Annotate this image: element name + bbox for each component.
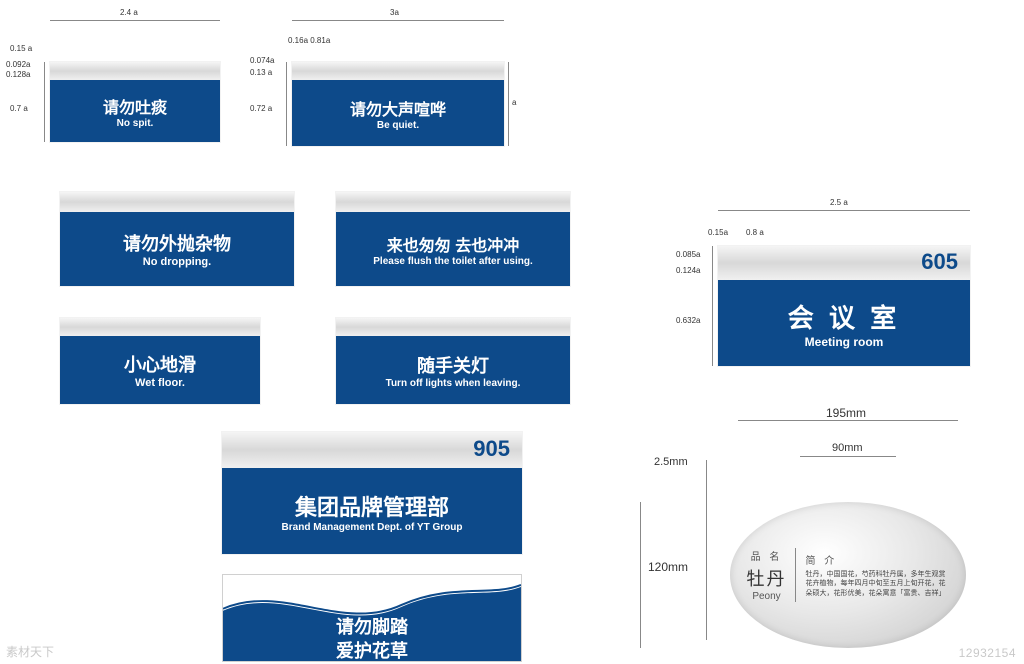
dim-line <box>712 246 713 366</box>
dim-label: 0.8 a <box>746 228 764 237</box>
oval-inner: 品 名 牡丹 Peony 简 介 牡丹，中国国花，芍药科牡丹属，多年生观赏花卉植… <box>747 548 950 602</box>
oval-plant-plate: 品 名 牡丹 Peony 简 介 牡丹，中国国花，芍药科牡丹属，多年生观赏花卉植… <box>730 502 966 648</box>
sign-silver-strip <box>336 192 570 212</box>
sign-cn-text: 小心地滑 <box>124 351 196 377</box>
sign-blue-body: 请勿外抛杂物 No dropping. <box>60 212 294 286</box>
sign-en-text: No spit. <box>117 118 154 129</box>
dim-label: a <box>512 98 516 107</box>
dim-label: 2.5mm <box>654 456 688 468</box>
wave-line2: 爱护花草 <box>223 637 521 662</box>
dim-label: 0.632a <box>676 316 700 325</box>
dim-line <box>44 62 45 142</box>
dim-label: 0.074a <box>250 56 274 65</box>
dim-label: 0.16a 0.81a <box>288 36 330 45</box>
dim-label: 0.13 a <box>250 68 272 77</box>
dim-line <box>706 460 707 640</box>
sign-cn-text: 来也匆匆 去也冲冲 <box>387 232 519 256</box>
dim-label: 0.15 a <box>10 44 32 53</box>
watermark-left: 素材天下 <box>6 643 54 660</box>
sign-blue-body: 随手关灯 Turn off lights when leaving. <box>336 336 570 404</box>
sign-silver-strip <box>60 192 294 212</box>
dim-label: 0.128a <box>6 70 30 79</box>
sign-blue-body: 请勿大声喧哗 Be quiet. <box>292 80 504 146</box>
sign-protect-plants: 请勿脚踏 爱护花草 <box>222 574 522 662</box>
sign-cn-text: 请勿大声喧哗 <box>350 96 446 120</box>
sign-blue-body: 集团品牌管理部 Brand Management Dept. of YT Gro… <box>222 468 522 554</box>
dim-line <box>292 20 504 21</box>
sign-en-text: Please flush the toilet after using. <box>373 256 532 267</box>
dim-label: 0.72 a <box>250 104 272 113</box>
sign-cn-text: 请勿外抛杂物 <box>123 230 231 256</box>
sign-silver-strip <box>336 318 570 336</box>
dim-label: 3a <box>390 8 399 17</box>
sign-cn-text: 随手关灯 <box>417 352 489 378</box>
sign-en-text: No dropping. <box>143 256 211 268</box>
dim-label: 0.085a <box>676 250 700 259</box>
sign-en-text: Be quiet. <box>377 120 419 131</box>
oval-label-top2: 简 介 <box>806 552 950 567</box>
dim-label: 0.7 a <box>10 104 28 113</box>
dim-label: 0.092a <box>6 60 30 69</box>
sign-blue-body: 会 议 室 Meeting room <box>718 280 970 366</box>
room-number: 605 <box>921 249 958 275</box>
sign-blue-body: 来也匆匆 去也冲冲 Please flush the toilet after … <box>336 212 570 286</box>
dim-label: 120mm <box>648 560 688 574</box>
dim-label: 0.15a <box>708 228 728 237</box>
dim-line <box>640 502 641 648</box>
dim-label: 195mm <box>826 406 866 420</box>
sign-en-text: Brand Management Dept. of YT Group <box>282 522 463 533</box>
sign-en-text: Meeting room <box>805 335 884 349</box>
sign-blue-body: 请勿吐痰 No spit. <box>50 80 220 142</box>
oval-name-en: Peony <box>747 591 787 602</box>
sign-blue-body: 小心地滑 Wet floor. <box>60 336 260 404</box>
sign-wet-floor: 小心地滑 Wet floor. <box>60 318 260 404</box>
dim-label: 90mm <box>832 442 863 454</box>
oval-label-top: 品 名 <box>747 548 787 563</box>
sign-silver-strip <box>60 318 260 336</box>
watermark-right: 12932154 <box>959 646 1016 660</box>
sign-brand-dept: 905 集团品牌管理部 Brand Management Dept. of YT… <box>222 432 522 554</box>
room-number: 905 <box>473 436 510 462</box>
sign-cn-text: 会 议 室 <box>788 298 900 335</box>
dim-label: 2.4 a <box>120 8 138 17</box>
sign-no-dropping: 请勿外抛杂物 No dropping. <box>60 192 294 286</box>
sign-meeting-room: 605 会 议 室 Meeting room <box>718 246 970 366</box>
sign-cn-text: 请勿吐痰 <box>103 94 167 118</box>
oval-name-cn: 牡丹 <box>747 565 787 591</box>
dim-label: 2.5 a <box>830 198 848 207</box>
oval-left-col: 品 名 牡丹 Peony <box>747 548 796 602</box>
oval-desc: 牡丹，中国国花，芍药科牡丹属，多年生观赏花卉植物，每年四月中旬至五月上旬开花，花… <box>806 570 950 598</box>
oval-right-col: 简 介 牡丹，中国国花，芍药科牡丹属，多年生观赏花卉植物，每年四月中旬至五月上旬… <box>806 552 950 598</box>
dim-line <box>738 420 958 421</box>
sign-turn-off-lights: 随手关灯 Turn off lights when leaving. <box>336 318 570 404</box>
dim-line <box>718 210 970 211</box>
dim-line <box>286 62 287 146</box>
sign-en-text: Wet floor. <box>135 377 185 389</box>
sign-silver-strip <box>50 62 220 80</box>
sign-no-spit: 请勿吐痰 No spit. <box>50 62 220 142</box>
dim-line <box>800 456 896 457</box>
sign-be-quiet: 请勿大声喧哗 Be quiet. <box>292 62 504 146</box>
sign-silver-strip: 905 <box>222 432 522 468</box>
sign-silver-strip <box>292 62 504 80</box>
sign-en-text: Turn off lights when leaving. <box>386 378 521 389</box>
wave-line1: 请勿脚踏 <box>223 613 521 639</box>
dim-line <box>508 62 509 146</box>
sign-silver-strip: 605 <box>718 246 970 280</box>
dim-label: 0.124a <box>676 266 700 275</box>
sign-flush-toilet: 来也匆匆 去也冲冲 Please flush the toilet after … <box>336 192 570 286</box>
dim-line <box>50 20 220 21</box>
sign-cn-text: 集团品牌管理部 <box>295 490 449 522</box>
